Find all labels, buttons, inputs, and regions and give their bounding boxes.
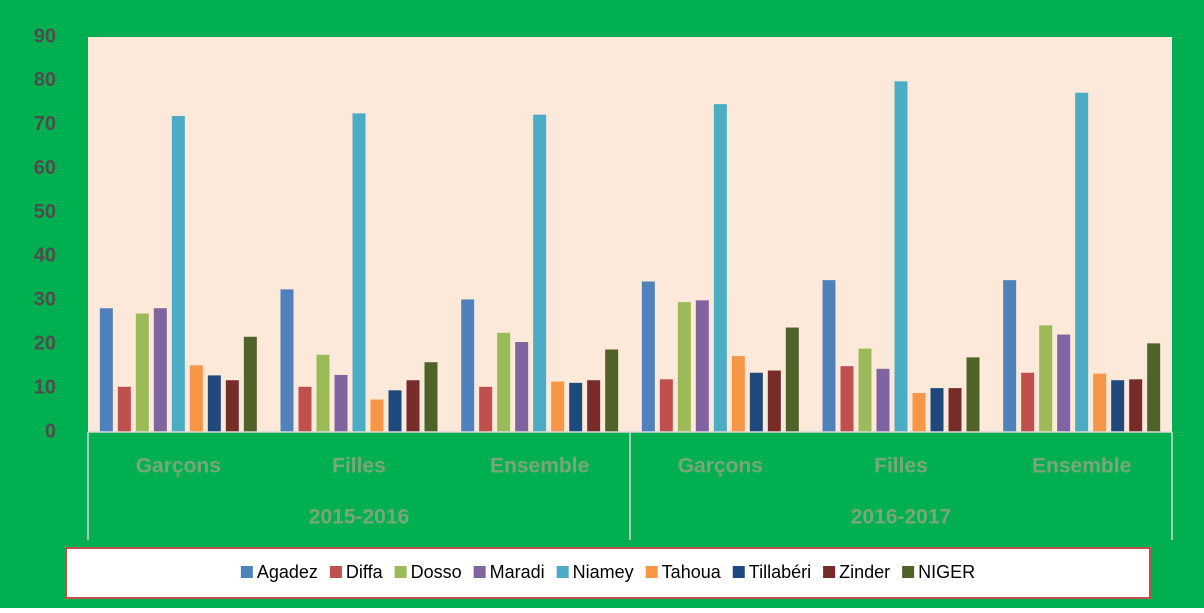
bar <box>406 380 420 432</box>
legend-swatch <box>823 566 836 578</box>
bar <box>461 299 475 432</box>
y-tick-label: 40 <box>34 245 56 267</box>
bar <box>659 379 673 432</box>
y-tick-label: 50 <box>34 201 56 223</box>
bar <box>569 382 583 432</box>
legend-swatch <box>902 566 915 578</box>
bar <box>117 386 131 432</box>
bar <box>225 380 239 432</box>
legend: Agadez Diffa Dosso Maradi Niamey Tahoua Tillab… <box>240 562 975 582</box>
y-tick-label: 30 <box>34 289 56 311</box>
bar <box>695 300 709 432</box>
bar <box>930 388 944 432</box>
bar <box>189 365 203 432</box>
bar <box>135 313 149 432</box>
bar <box>316 354 330 432</box>
y-tick-label: 90 <box>34 25 56 47</box>
bar <box>497 332 511 432</box>
plot-area <box>88 37 1172 432</box>
legend-label: Zinder <box>839 562 890 582</box>
bar <box>479 386 493 432</box>
y-tick-label: 70 <box>34 113 56 135</box>
legend-label: Niamey <box>573 562 634 582</box>
bar <box>912 392 926 432</box>
bar <box>749 372 763 432</box>
legend-label: Agadez <box>257 562 318 582</box>
legend-label: NIGER <box>918 562 975 582</box>
bar <box>822 280 836 432</box>
x-tick-label: Ensemble <box>490 455 589 478</box>
bar <box>153 308 167 432</box>
legend-label: Dosso <box>411 562 462 582</box>
legend-swatch <box>240 566 253 578</box>
bar <box>641 281 655 432</box>
bar <box>1039 325 1053 432</box>
bar <box>99 308 113 432</box>
legend-swatch <box>329 566 342 578</box>
bar <box>605 349 619 432</box>
bar <box>1075 92 1089 432</box>
legend-label: Diffa <box>346 562 384 582</box>
x-tick-label: Garçons <box>678 455 763 478</box>
legend-swatch <box>394 566 407 578</box>
bar <box>515 342 529 432</box>
x-tick-label: Ensemble <box>1032 455 1131 478</box>
legend-swatch <box>473 566 486 578</box>
legend-swatch <box>732 566 745 578</box>
bar <box>587 380 601 432</box>
bar <box>370 399 384 432</box>
bar <box>677 302 691 432</box>
bar <box>858 348 872 432</box>
bar <box>352 113 366 432</box>
bar <box>767 370 781 432</box>
legend-swatch <box>645 566 658 578</box>
x-tick-label: Filles <box>874 455 928 478</box>
bar <box>1111 380 1125 432</box>
x-tick-label: Garçons <box>136 455 221 478</box>
bar <box>894 81 908 433</box>
bar <box>280 289 294 432</box>
legend-label: Maradi <box>490 562 545 582</box>
bar <box>551 381 565 432</box>
bar <box>1093 373 1107 432</box>
x-tick-label: Filles <box>332 455 386 478</box>
bar <box>298 386 312 432</box>
legend-label: Tillabéri <box>749 562 811 582</box>
bar <box>1129 379 1143 432</box>
bar <box>171 116 185 432</box>
bar <box>424 362 438 432</box>
bar <box>334 374 348 432</box>
bar <box>207 375 221 432</box>
bar <box>388 390 402 432</box>
bar <box>840 366 854 432</box>
bar <box>966 357 980 432</box>
legend-swatch <box>556 566 569 578</box>
group-label: 2016-2017 <box>851 506 951 529</box>
bar <box>876 368 890 432</box>
bar <box>1021 372 1035 432</box>
bar <box>713 104 727 433</box>
bar <box>948 388 962 432</box>
y-tick-label: 10 <box>34 376 56 398</box>
bar <box>785 327 799 432</box>
y-tick-label: 80 <box>34 69 56 91</box>
group-label: 2015-2016 <box>309 506 409 529</box>
legend-label: Tahoua <box>662 562 722 582</box>
bar <box>243 336 257 432</box>
bar <box>1003 280 1017 432</box>
bar <box>731 356 745 432</box>
bar <box>533 114 547 432</box>
y-tick-label: 60 <box>34 157 56 179</box>
y-tick-label: 0 <box>45 420 56 442</box>
bar <box>1057 334 1071 432</box>
bar <box>1147 343 1161 432</box>
y-tick-label: 20 <box>34 333 56 355</box>
